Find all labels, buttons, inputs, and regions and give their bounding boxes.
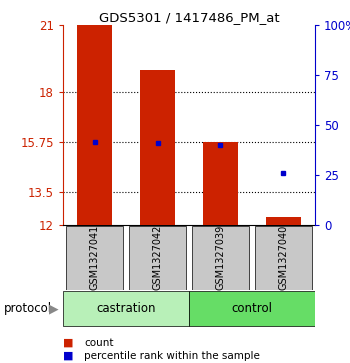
Bar (266, 217, 301, 225)
Text: percentile rank within the sample: percentile rank within the sample (84, 351, 260, 361)
Text: GSM1327041: GSM1327041 (90, 225, 99, 290)
Text: GSM1327042: GSM1327042 (153, 225, 162, 290)
FancyBboxPatch shape (189, 291, 315, 326)
FancyBboxPatch shape (254, 226, 313, 290)
Bar (203, 142, 238, 225)
Bar (140, 70, 175, 225)
Text: ■: ■ (63, 338, 74, 348)
Text: ▶: ▶ (49, 302, 59, 315)
Text: count: count (84, 338, 113, 348)
FancyBboxPatch shape (128, 226, 187, 290)
Text: ■: ■ (63, 351, 74, 361)
Bar (77, 25, 112, 225)
Text: castration: castration (96, 302, 156, 315)
Text: protocol: protocol (4, 302, 52, 315)
FancyBboxPatch shape (63, 291, 189, 326)
Text: control: control (231, 302, 273, 315)
FancyBboxPatch shape (191, 226, 250, 290)
Title: GDS5301 / 1417486_PM_at: GDS5301 / 1417486_PM_at (99, 11, 279, 24)
Text: GSM1327040: GSM1327040 (279, 225, 288, 290)
FancyBboxPatch shape (65, 226, 124, 290)
Text: GSM1327039: GSM1327039 (216, 225, 225, 290)
